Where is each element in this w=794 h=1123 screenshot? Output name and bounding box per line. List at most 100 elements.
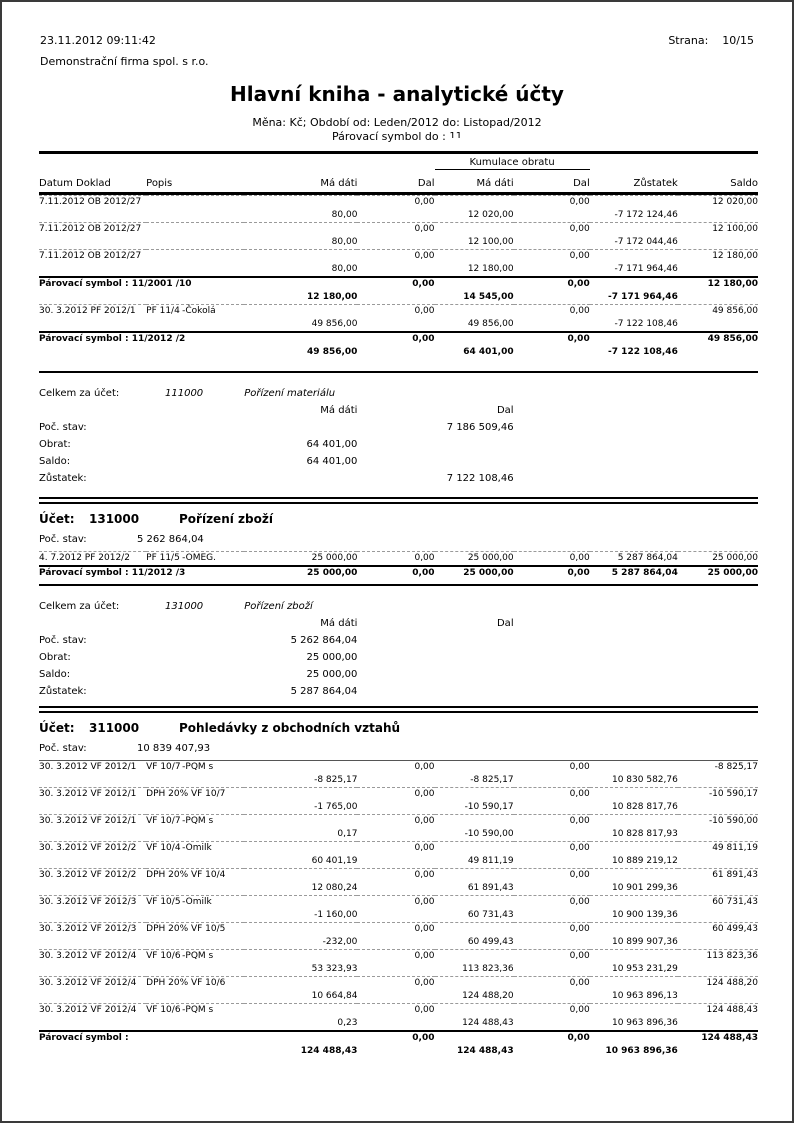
saldo-dal [434,451,513,468]
account-name: Pořízení zboží [179,512,273,526]
obrat-dal [435,647,514,664]
dal-cell: 0,00 [357,331,435,346]
madati-cell: 53 323,93 [311,964,358,974]
zustatek-cell: 10 963 896,36 [605,1046,678,1056]
ledger-row-line1: 7.11.2012 OB 2012/27 0,00 0,00 12 020,00 [39,195,758,209]
madati-cell: 0,23 [337,1018,358,1028]
kum-madati-cell: 49 856,00 [467,319,514,329]
col-header-zustatek: Zůstatek [589,170,678,195]
saldo-cell: 124 488,43 [677,1003,758,1017]
madati-cell: 12 180,00 [307,292,358,302]
zustatek-madati: 5 287 864,04 [290,686,358,697]
madati-cell: -1 160,00 [314,910,358,920]
summary-label: Párovací symbol : 11/2001 /10 [39,276,245,291]
celkem-label: Celkem za účet: [39,388,120,399]
popis-doc-ref: PF 11/5 [146,553,180,563]
account-number: 131000 [89,512,140,526]
ledger-row: 4. 7.2012 PF 2012/2 PF 11/5 -OMEG. 25 000… [39,551,758,565]
ledger-row-line1: 30. 3.2012 VF 2012/1 VF 10/7 -PQM s 0,00 … [39,760,758,774]
separator-line [39,584,758,586]
datum-doklad-cell: 30. 3.2012 VF 2012/2 [39,841,147,855]
popis-doc-ref: VF 10/5 [146,897,181,907]
popis-cell: VF 10/5 -Omilk [146,895,245,909]
ledger-row-line2: 80,00 12 180,00 -7 171 964,46 [39,263,758,276]
kum-dal-cell: 0,00 [513,949,590,963]
section-separator-double-line [39,706,758,713]
kum-dal-cell: 0,00 [513,760,590,774]
obrat-label: Obrat: [39,439,71,450]
kum-madati-cell: 124 488,43 [462,1018,514,1028]
popis-doc-ref: VF 10/6 [146,951,181,961]
ledger-row-line2: -1 160,00 60 731,43 10 900 139,36 [39,909,758,922]
ledger-row-line1: 30. 3.2012 VF 2012/2 VF 10/4 -Omilk 0,00 … [39,841,758,855]
dal-cell: 0,00 [357,949,435,963]
parovaci-symbol-summary: Párovací symbol : 11/2012 /2 0,00 0,00 4… [39,331,758,359]
ledger-table-311000: 30. 3.2012 VF 2012/1 VF 10/7 -PQM s 0,00 … [39,760,758,1058]
saldo-madati: 64 401,00 [306,456,358,467]
saldo-cell: 60 499,43 [677,922,758,936]
zustatek-cell: -7 122 108,46 [608,347,678,357]
kum-madati-cell: 64 401,00 [463,347,514,357]
popis-doc-ref: DPH 20% VF 10/6 [146,978,226,988]
kum-dal-cell: 0,00 [513,922,590,936]
madati-cell: 80,00 [331,237,358,247]
kum-dal-cell: 0,00 [513,565,590,580]
saldo-cell: 49 856,00 [677,331,758,346]
kum-madati-cell: 12 100,00 [467,237,514,247]
datum-doklad-cell: 30. 3.2012 VF 2012/2 [39,868,147,882]
zustatek-cell: -7 122 108,46 [614,319,678,329]
dal-cell: 0,00 [357,195,435,209]
pocstav-value: 5 262 864,04 [137,534,204,545]
dal-cell: 0,00 [357,787,435,801]
ledger-row-line2: 0,23 124 488,43 10 963 896,36 [39,1017,758,1030]
dal-cell: 0,00 [357,249,435,263]
row-group: 30. 3.2012 VF 2012/1 VF 10/7 -PQM s 0,00 … [39,760,758,1030]
report-datetime: 23.11.2012 09:11:42 [40,34,156,47]
zustatek-cell: 5 287 864,04 [589,565,678,580]
kum-madati-cell: 25 000,00 [434,551,514,565]
kum-dal-cell: 0,00 [513,814,590,828]
madati-cell: -1 765,00 [314,802,358,812]
zustatek-label: Zůstatek: [39,473,87,484]
ledger-row-line2: -1 765,00 -10 590,17 10 828 817,76 [39,801,758,814]
zustatek-cell: 10 828 817,76 [611,802,678,812]
ledger-row-line1: 7.11.2012 OB 2012/27 0,00 0,00 12 100,00 [39,222,758,236]
datum-doklad-cell: 7.11.2012 OB 2012/27 [39,222,147,236]
pocstav-label: Poč. stav: [39,534,87,545]
saldo-cell: -10 590,17 [677,787,758,801]
popis-desc: -PQM s [182,1005,214,1015]
madati-cell: -232,00 [322,937,358,947]
zustatek-madati [244,468,357,485]
kum-madati-cell: 60 499,43 [467,937,514,947]
ledger-row-line2: 0,17 -10 590,00 10 828 817,93 [39,828,758,841]
ledger-row-line2: 10 664,84 124 488,20 10 963 896,13 [39,990,758,1003]
popis-doc-ref: DPH 20% VF 10/7 [146,789,226,799]
popis-desc: -PQM s [182,816,214,826]
popis-cell [146,222,245,236]
popis-cell: VF 10/6 -PQM s [146,1003,245,1017]
zustatek-cell: -7 172 124,46 [614,210,678,220]
ledger-row-line1: 30. 3.2012 PF 2012/1 PF 11/4 -Čokolá 0,00… [39,304,758,318]
popis-cell: DPH 20% VF 10/5 [146,922,245,936]
ledger-row-line1: 30. 3.2012 VF 2012/3 DPH 20% VF 10/5 0,0… [39,922,758,936]
popis-desc: -OMEG. [182,553,217,563]
row-group: 30. 3.2012 PF 2012/1 PF 11/4 -Čokolá 0,00… [39,304,758,331]
zustatek-cell: 10 828 817,93 [611,829,678,839]
saldo-cell: 49 811,19 [677,841,758,855]
datum-doklad-cell: 30. 3.2012 PF 2012/1 [39,304,147,318]
kum-madati-cell: -8 825,17 [470,775,514,785]
popis-cell [146,249,245,263]
dal-cell: 0,00 [357,841,435,855]
saldo-label: Saldo: [39,669,71,680]
kum-madati-cell: 124 488,20 [462,991,514,1001]
popis-cell: VF 10/6 -PQM s [146,949,245,963]
company-name: Demonstrační firma spol. s r.o. [40,55,209,68]
kum-madati-cell: 60 731,43 [467,910,514,920]
ledger-row-line1: 30. 3.2012 VF 2012/3 VF 10/5 -Omilk 0,00 … [39,895,758,909]
kum-dal-cell: 0,00 [513,551,590,565]
saldo-madati: 25 000,00 [306,669,358,680]
dal-cell: 0,00 [357,976,435,990]
datum-doklad-cell: 30. 3.2012 VF 2012/1 [39,787,147,801]
table-header: Kumulace obratu Datum Doklad Popis Má dá… [39,154,758,195]
